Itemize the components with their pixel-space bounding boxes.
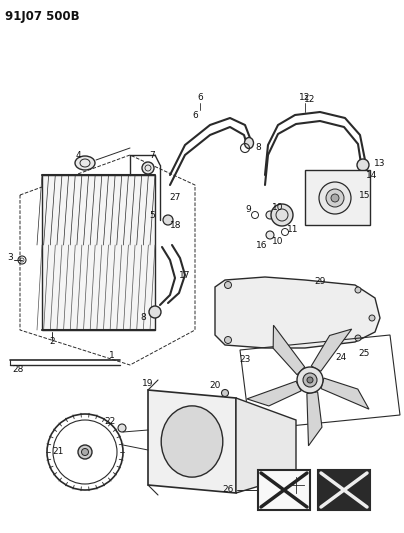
Ellipse shape [266,231,274,239]
Bar [258,470,310,510]
Text: 2: 2 [49,337,55,346]
Text: 20: 20 [209,381,221,390]
Ellipse shape [221,390,229,397]
Ellipse shape [149,306,161,318]
Text: 12: 12 [299,93,311,101]
Text: 8: 8 [140,313,146,322]
Polygon shape [247,381,301,406]
Ellipse shape [78,445,92,459]
Polygon shape [42,175,155,330]
Text: 29: 29 [314,278,326,287]
Text: 6: 6 [197,93,203,101]
Ellipse shape [244,138,253,149]
Text: 11: 11 [287,225,299,235]
Ellipse shape [75,156,95,170]
Text: 21: 21 [52,448,64,456]
Polygon shape [307,392,322,446]
Ellipse shape [225,336,231,343]
Text: 3: 3 [7,254,13,262]
Ellipse shape [355,287,361,293]
Ellipse shape [355,335,361,341]
Bar [318,470,370,510]
Ellipse shape [303,373,317,387]
Text: 18: 18 [170,222,182,230]
Ellipse shape [357,159,369,171]
Text: 13: 13 [374,158,386,167]
Ellipse shape [369,315,375,321]
Text: 1: 1 [109,351,115,359]
Ellipse shape [163,215,173,225]
Text: 91J07 500B: 91J07 500B [5,10,80,23]
Ellipse shape [161,406,223,477]
Text: 7: 7 [149,150,155,159]
Polygon shape [148,390,236,493]
Text: 17: 17 [179,271,191,279]
Text: 10: 10 [272,238,284,246]
Text: 8: 8 [255,143,261,152]
Text: 23: 23 [239,356,251,365]
Ellipse shape [142,162,154,174]
Text: 27: 27 [169,193,181,203]
Text: 28: 28 [12,366,24,375]
Text: 9: 9 [245,206,251,214]
Text: 22: 22 [104,417,116,426]
Ellipse shape [297,367,323,393]
Ellipse shape [82,448,88,456]
Ellipse shape [225,281,231,288]
Text: 16: 16 [256,240,268,249]
Text: 4: 4 [75,150,81,159]
Ellipse shape [326,189,344,207]
Text: 15: 15 [359,190,371,199]
Polygon shape [215,277,380,348]
Polygon shape [311,329,352,371]
Text: 6: 6 [192,110,198,119]
Ellipse shape [118,424,126,432]
Polygon shape [321,378,369,409]
Text: 25: 25 [358,349,369,358]
Ellipse shape [266,211,274,219]
Polygon shape [273,325,305,375]
Ellipse shape [271,204,293,226]
Text: 5: 5 [149,211,155,220]
Ellipse shape [331,194,339,202]
Ellipse shape [307,377,313,383]
Text: 24: 24 [335,353,346,362]
Text: 26: 26 [222,486,234,495]
Ellipse shape [319,182,351,214]
Polygon shape [236,398,296,493]
Text: 12: 12 [304,95,316,104]
Text: 10: 10 [272,204,284,213]
Bar [305,170,370,225]
Text: 14: 14 [366,171,378,180]
Text: 19: 19 [142,378,154,387]
